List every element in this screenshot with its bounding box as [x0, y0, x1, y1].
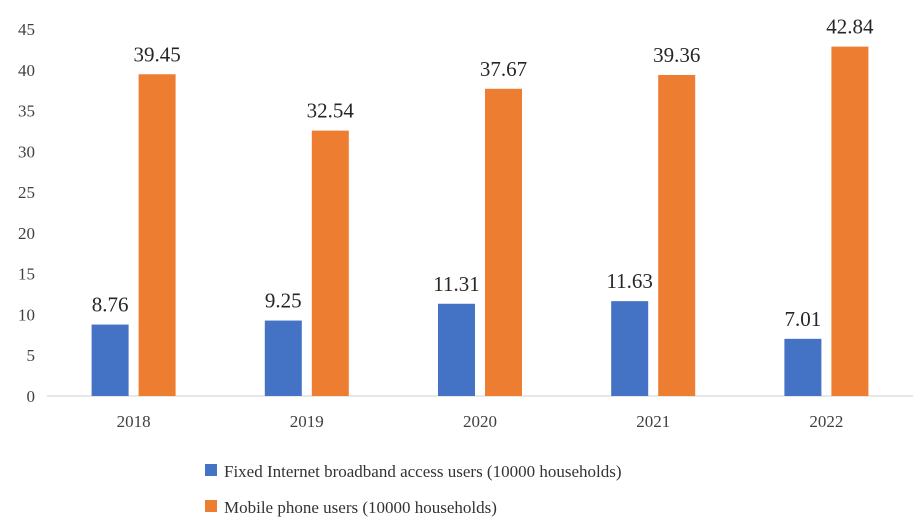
bar-fixed-broadband — [91, 324, 129, 396]
bar-fixed-broadband — [438, 303, 475, 396]
data-label: 39.36 — [653, 43, 700, 67]
bar-mobile-phone — [311, 130, 349, 396]
y-tick-label: 10 — [18, 305, 35, 324]
data-label: 39.45 — [133, 42, 180, 66]
y-tick-label: 15 — [18, 265, 35, 284]
y-tick-label: 5 — [27, 346, 36, 365]
y-axis-tick-labels: 0 5 10 15 20 25 30 35 40 45 — [18, 20, 35, 406]
bar-mobile-phone — [658, 74, 696, 397]
bar-mobile-phone — [138, 74, 176, 396]
legend-swatch — [205, 500, 217, 512]
data-label: 9.25 — [265, 289, 302, 313]
y-tick-label: 45 — [18, 20, 35, 39]
x-axis-tick-labels: 2018 2019 2020 2021 2022 — [117, 412, 844, 431]
x-tick-label: 2019 — [290, 412, 324, 431]
y-tick-label: 40 — [18, 61, 35, 80]
data-label: 11.63 — [606, 269, 652, 293]
bars — [91, 46, 869, 397]
data-label: 11.31 — [433, 272, 479, 296]
y-tick-label: 20 — [18, 224, 35, 243]
bar-fixed-broadband — [264, 320, 302, 396]
legend-label: Fixed Internet broadband access users (1… — [224, 462, 622, 481]
data-label: 8.76 — [92, 293, 129, 317]
legend-swatch — [205, 464, 217, 476]
x-tick-label: 2018 — [117, 412, 151, 431]
bar-fixed-broadband — [611, 301, 649, 396]
data-label: 7.01 — [785, 307, 822, 331]
y-tick-label: 30 — [18, 142, 35, 161]
data-label: 37.67 — [480, 57, 527, 81]
bar-mobile-phone — [485, 88, 522, 397]
x-tick-label: 2021 — [636, 412, 670, 431]
x-tick-label: 2020 — [463, 412, 497, 431]
y-tick-label: 35 — [18, 102, 35, 121]
legend-label: Mobile phone users (10000 households) — [224, 498, 497, 517]
data-label: 32.54 — [307, 99, 355, 123]
y-tick-label: 0 — [27, 387, 36, 406]
legend: Fixed Internet broadband access users (1… — [205, 462, 622, 517]
y-tick-label: 25 — [18, 183, 35, 202]
bar-mobile-phone — [831, 46, 869, 397]
data-labels: 8.76 9.25 11.31 11.63 7.01 39.45 32.54 37.67 39.… — [92, 15, 874, 331]
bar-fixed-broadband — [784, 338, 822, 396]
x-tick-label: 2022 — [809, 412, 843, 431]
data-label: 42.84 — [826, 15, 874, 39]
